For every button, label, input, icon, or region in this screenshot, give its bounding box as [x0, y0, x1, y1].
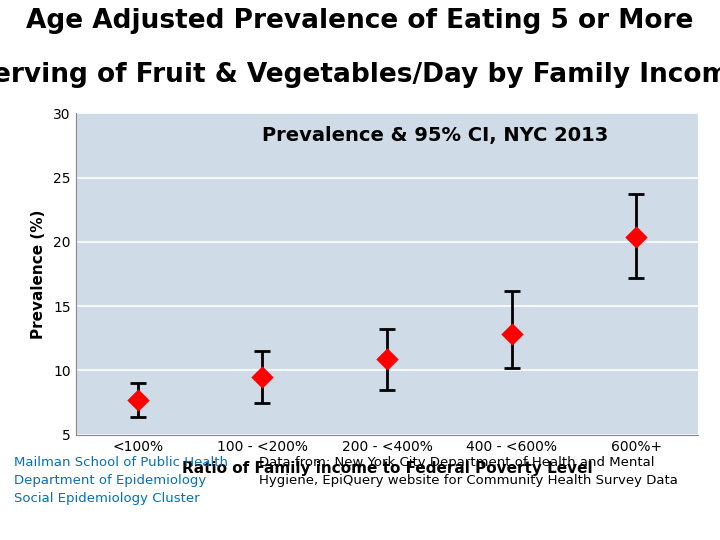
- Point: [505, 330, 517, 339]
- X-axis label: Ratio of Family income to Federal Poverty Level: Ratio of Family income to Federal Povert…: [181, 461, 593, 476]
- Text: Prevalence & 95% CI, NYC 2013: Prevalence & 95% CI, NYC 2013: [262, 126, 608, 145]
- Y-axis label: Prevalence (%): Prevalence (%): [31, 210, 46, 339]
- Point: [256, 373, 268, 381]
- Text: Serving of Fruit & Vegetables/Day by Family Income: Serving of Fruit & Vegetables/Day by Fam…: [0, 62, 720, 88]
- Point: [382, 355, 393, 363]
- Point: [631, 232, 642, 241]
- Text: Data from: New York City Department of Health and Mental
Hygiene, EpiQuery websi: Data from: New York City Department of H…: [259, 456, 678, 487]
- Point: [132, 396, 144, 404]
- Text: Mailman School of Public Health
Department of Epidemiology
Social Epidemiology C: Mailman School of Public Health Departme…: [14, 456, 228, 505]
- Text: Age Adjusted Prevalence of Eating 5 or More: Age Adjusted Prevalence of Eating 5 or M…: [27, 8, 693, 34]
